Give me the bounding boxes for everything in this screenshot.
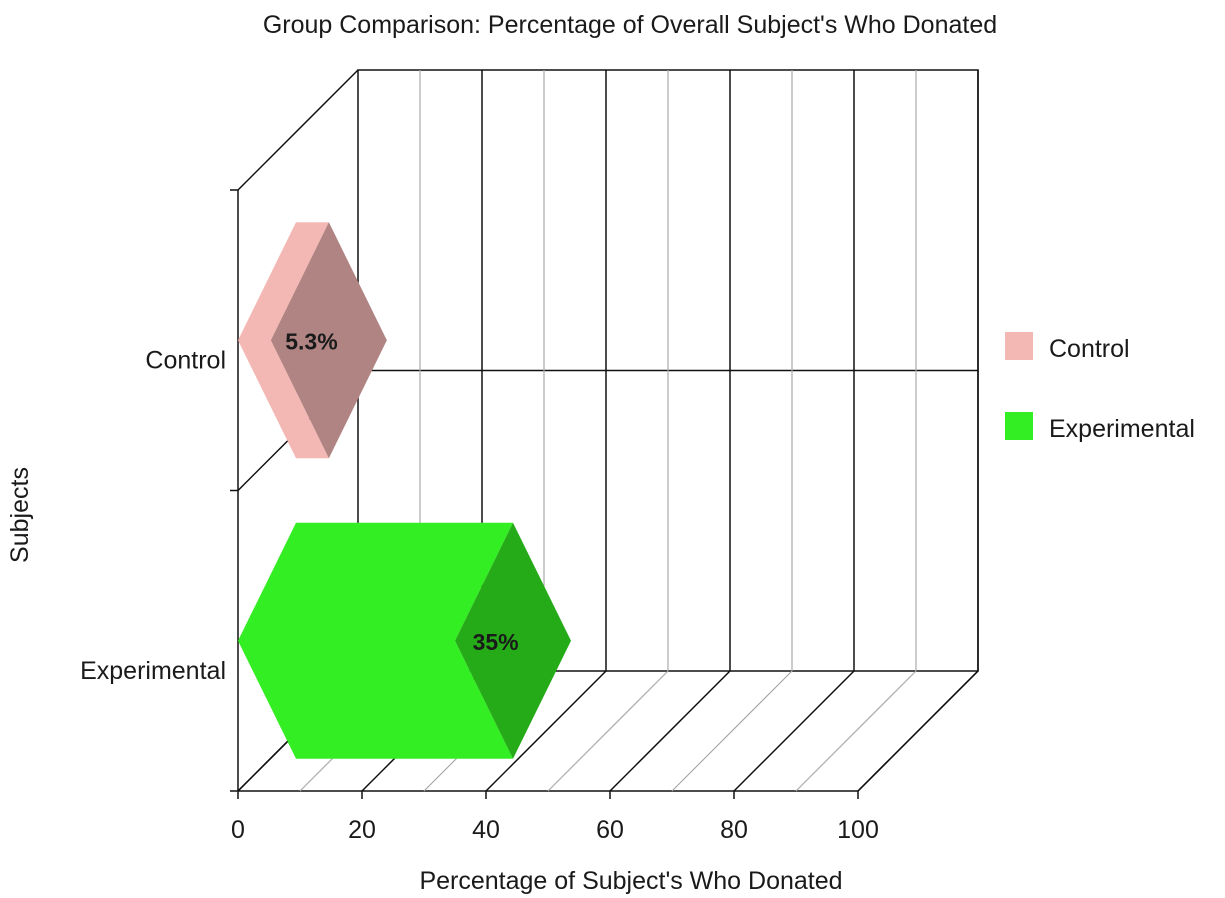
x-tick-label: 60 bbox=[596, 816, 624, 844]
category-label: Experimental bbox=[80, 657, 226, 685]
x-tick-label: 40 bbox=[472, 816, 500, 844]
bar-experimental-end bbox=[455, 522, 571, 759]
floor-gridline bbox=[485, 670, 607, 792]
category-label: Control bbox=[145, 346, 226, 374]
data-label: 5.3% bbox=[285, 328, 337, 354]
floor-gridline bbox=[609, 670, 731, 792]
bar-control-end bbox=[270, 222, 387, 459]
floor-gridline bbox=[733, 670, 855, 792]
legend-swatch bbox=[1005, 332, 1033, 360]
category-labels: Control Experimental bbox=[80, 346, 226, 685]
x-tick-label: 80 bbox=[720, 816, 748, 844]
legend: Control Experimental bbox=[1005, 332, 1195, 443]
data-label: 35% bbox=[473, 629, 519, 655]
x-tick-label: 20 bbox=[348, 816, 376, 844]
bar-control-body bbox=[238, 222, 329, 459]
chart-title: Group Comparison: Percentage of Overall … bbox=[263, 11, 997, 39]
x-axis-label: Percentage of Subject's Who Donated bbox=[419, 867, 842, 895]
floor-gridline bbox=[857, 670, 979, 792]
bars: 5.3% 35% bbox=[238, 222, 571, 759]
x-tick-label: 100 bbox=[837, 816, 879, 844]
legend-entry: Experimental bbox=[1049, 415, 1195, 443]
y-axis-label: Subjects bbox=[6, 467, 34, 563]
left-wall-edge bbox=[237, 69, 359, 191]
floor-gridline bbox=[671, 670, 793, 792]
floor-gridline bbox=[795, 670, 917, 792]
bar-experimental-body bbox=[238, 522, 513, 759]
x-tick-labels: 0 20 40 60 80 100 bbox=[231, 816, 879, 844]
x-tick-label: 0 bbox=[231, 816, 245, 844]
legend-swatch bbox=[1005, 412, 1033, 440]
floor-gridline bbox=[547, 670, 669, 792]
legend-entry: Control bbox=[1049, 335, 1130, 363]
